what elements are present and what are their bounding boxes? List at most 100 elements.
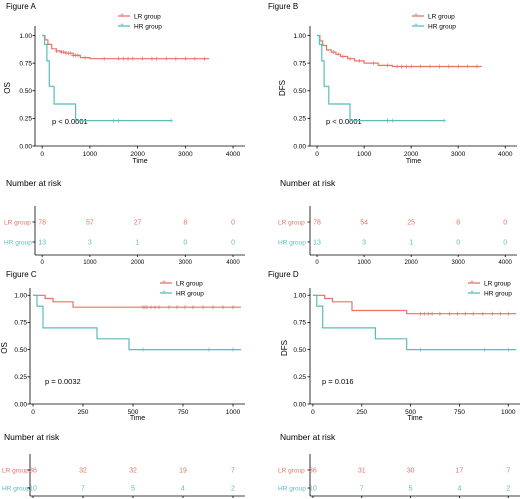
censor-mark xyxy=(191,305,195,310)
y-tick-label: 0.00 xyxy=(293,401,306,408)
risk-table-cell: 36 xyxy=(309,468,317,475)
risk-table-cell: 27 xyxy=(134,220,142,227)
x-tick-label: 1000 xyxy=(226,409,241,416)
risk-table-x-tick-label: 0 xyxy=(40,260,44,266)
p-value-label: p = 0.0032 xyxy=(45,377,81,386)
censor-mark xyxy=(153,305,157,310)
risk-table-cell: 78 xyxy=(313,220,321,227)
series-lr xyxy=(317,34,482,69)
legend-label: LR group xyxy=(176,281,203,288)
censor-mark xyxy=(385,63,390,68)
survival-curve xyxy=(42,34,171,122)
legend: + LR group + HR group xyxy=(412,13,456,31)
censor-mark xyxy=(455,311,460,316)
censor-mark xyxy=(422,311,427,316)
legend-marker: + xyxy=(470,280,474,286)
censor-mark xyxy=(111,118,116,123)
risk-table-group-label: HR group xyxy=(278,240,306,247)
legend-marker: + xyxy=(120,23,124,29)
y-tick-label: 0.25 xyxy=(19,116,32,123)
kaplan-meier-panel-3: Figure C + LR group + HR group 0.00 0.25 0.50 0.… xyxy=(0,270,245,498)
figure-title: Figure D xyxy=(268,270,299,279)
x-tick-label: 0 xyxy=(311,409,315,416)
x-tick-label: 250 xyxy=(78,409,89,416)
risk-table-cell: 32 xyxy=(79,468,87,475)
censor-mark xyxy=(465,64,470,69)
censor-mark xyxy=(61,50,66,55)
survival-curve xyxy=(312,294,517,315)
censor-mark xyxy=(192,56,197,61)
censor-mark xyxy=(357,58,362,63)
y-tick-label: 0.00 xyxy=(14,401,27,408)
y-tick-label: 0.00 xyxy=(19,143,32,150)
risk-table-group-label: HR group xyxy=(2,486,30,493)
censor-mark xyxy=(506,311,511,316)
risk-table-x-tick-label: 2000 xyxy=(404,260,418,266)
risk-table-cell: 3 xyxy=(88,240,92,247)
risk-table-cell: 78 xyxy=(38,220,46,227)
y-tick-label: 0.50 xyxy=(19,88,32,95)
y-axis-label: DFS xyxy=(280,340,289,356)
risk-table-cell: 0 xyxy=(456,240,460,247)
risk-table-x-tick-label: 3000 xyxy=(452,260,466,266)
y-tick-label: 0.75 xyxy=(19,60,32,67)
x-tick-label: 1000 xyxy=(501,409,516,416)
censor-mark xyxy=(475,64,480,69)
y-axis-label: OS xyxy=(3,82,12,94)
legend: + LR group + HR group xyxy=(468,280,512,298)
risk-table: Number at risk LR group 36 31 30 17 7 HR group 1… xyxy=(278,432,520,498)
censor-mark xyxy=(437,64,442,69)
legend-marker: + xyxy=(470,290,474,296)
y-axis-label: OS xyxy=(0,342,9,354)
risk-table-group-label: LR group xyxy=(4,220,31,227)
survival-curve xyxy=(33,294,241,308)
risk-table-cell: 32 xyxy=(129,468,137,475)
legend-marker: + xyxy=(162,280,166,286)
series-hr xyxy=(42,34,174,123)
censor-mark xyxy=(399,64,404,69)
legend-label: HR group xyxy=(176,291,204,298)
x-axis-label: Time xyxy=(407,415,422,422)
censor-mark xyxy=(149,56,154,61)
risk-table-cell: 19 xyxy=(179,468,187,475)
x-tick-label: 3000 xyxy=(178,151,193,158)
risk-table-cell: 25 xyxy=(407,220,415,227)
series-lr xyxy=(33,294,241,310)
censor-mark xyxy=(463,311,468,316)
risk-table-group-label: LR group xyxy=(2,468,29,475)
series-hr xyxy=(317,34,447,123)
risk-table-cell: 10 xyxy=(29,486,37,493)
censor-mark xyxy=(141,347,145,352)
censor-mark xyxy=(418,347,423,352)
figure-title: Figure C xyxy=(6,270,37,279)
censor-mark xyxy=(446,64,451,69)
censor-mark xyxy=(202,56,207,61)
risk-table-cell: 0 xyxy=(231,240,235,247)
censor-mark xyxy=(490,311,495,316)
censor-mark xyxy=(157,305,161,310)
y-tick-label: 0.25 xyxy=(14,374,27,381)
x-tick-label: 4000 xyxy=(498,151,513,158)
censor-mark xyxy=(126,56,131,61)
y-axis-label: DFS xyxy=(278,80,287,96)
censor-mark xyxy=(430,311,435,316)
censor-mark xyxy=(221,305,225,310)
risk-table-cell: 36 xyxy=(29,468,37,475)
y-tick-label: 0.25 xyxy=(293,374,306,381)
risk-table-cell: 0 xyxy=(231,220,235,227)
censor-mark xyxy=(498,311,503,316)
x-tick-label: 0 xyxy=(315,151,319,158)
figure-title: Figure A xyxy=(6,2,36,11)
risk-table-x-tick-label: 3000 xyxy=(179,260,193,266)
censor-mark xyxy=(340,54,345,59)
y-tick-label: 1.00 xyxy=(293,293,306,300)
risk-table-cell: 7 xyxy=(81,486,85,493)
censor-mark xyxy=(175,305,179,310)
censor-mark xyxy=(471,311,476,316)
x-tick-label: 250 xyxy=(356,409,367,416)
x-tick-label: 2000 xyxy=(130,151,145,158)
censor-mark xyxy=(154,56,159,61)
risk-table: Number at risk LR group 36 32 32 19 7 HR group 1… xyxy=(2,432,245,498)
x-axis-label: Time xyxy=(406,158,421,165)
